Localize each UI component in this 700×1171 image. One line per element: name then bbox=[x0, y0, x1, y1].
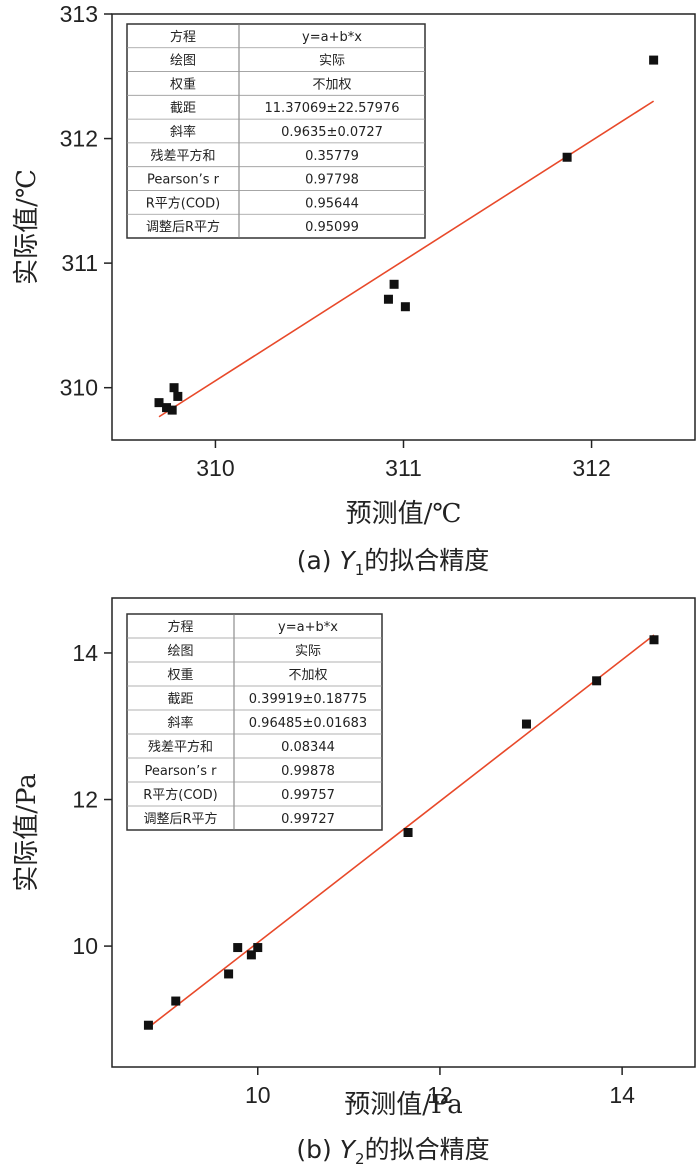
stats-row-value: 0.39919±0.18775 bbox=[249, 692, 367, 707]
stats-table-frame bbox=[126, 613, 383, 831]
chart-caption: (a) Y1的拟合精度 bbox=[297, 546, 490, 579]
data-point bbox=[649, 635, 659, 645]
fit-line bbox=[147, 634, 655, 1029]
stats-row-label: 方程 bbox=[167, 619, 193, 635]
stats-row-label: 权重 bbox=[170, 76, 196, 92]
y-tick-label: 14 bbox=[72, 640, 98, 666]
stats-row-value: 0.08344 bbox=[281, 740, 335, 755]
y-tick-label: 312 bbox=[60, 126, 98, 152]
stats-row-value: 0.97798 bbox=[305, 173, 359, 188]
stats-row-value: 0.96485±0.01683 bbox=[249, 716, 367, 731]
y-tick-label: 10 bbox=[72, 933, 98, 959]
stats-row-label: 绘图 bbox=[167, 644, 193, 659]
y-axis-title: 实际值/℃ bbox=[12, 169, 42, 285]
stats-row-label: 截距 bbox=[167, 692, 193, 707]
stats-row-label: R平方(COD) bbox=[143, 787, 218, 803]
y-tick-label: 310 bbox=[60, 375, 98, 401]
stats-row-label: 绘图 bbox=[170, 54, 196, 69]
stats-row-value: 实际 bbox=[319, 54, 345, 69]
data-point bbox=[171, 996, 181, 1006]
data-point bbox=[562, 152, 572, 162]
x-tick-label: 14 bbox=[609, 1082, 635, 1108]
data-point bbox=[169, 383, 179, 393]
stats-row-label: Pearson’s r bbox=[144, 764, 217, 779]
data-point bbox=[592, 676, 602, 686]
y-axis-title: 实际值/Pa bbox=[12, 773, 42, 892]
stats-row-label: 残差平方和 bbox=[148, 739, 213, 755]
caption-prefix: (b) bbox=[296, 1135, 339, 1164]
data-point bbox=[162, 403, 172, 413]
data-point bbox=[143, 1020, 153, 1030]
stats-row-label: 权重 bbox=[167, 667, 193, 683]
stats-row-label: 斜率 bbox=[170, 124, 196, 140]
x-axis-title: 预测值/℃ bbox=[346, 499, 462, 529]
data-point bbox=[389, 279, 399, 289]
stats-row-value: 0.35779 bbox=[305, 149, 359, 164]
stats-row-label: 残差平方和 bbox=[150, 148, 215, 164]
stats-row-value: 实际 bbox=[295, 644, 321, 659]
caption-variable: Y bbox=[340, 1135, 357, 1164]
data-point bbox=[383, 294, 393, 304]
x-tick-label: 312 bbox=[572, 455, 610, 481]
data-point bbox=[167, 405, 177, 415]
data-point bbox=[233, 943, 243, 953]
chart-caption: (b) Y2的拟合精度 bbox=[296, 1135, 489, 1168]
data-point bbox=[224, 969, 234, 979]
x-tick-label: 311 bbox=[385, 455, 422, 481]
stats-row-value: 0.99727 bbox=[281, 812, 335, 827]
data-point bbox=[154, 398, 164, 408]
stats-row-value: y=a+b*x bbox=[302, 30, 362, 45]
caption-suffix: 的拟合精度 bbox=[364, 546, 489, 575]
stats-table-frame bbox=[126, 23, 426, 239]
caption-variable: Y bbox=[339, 546, 356, 575]
x-tick-label: 10 bbox=[245, 1082, 271, 1108]
stats-row-value: 不加权 bbox=[312, 76, 351, 92]
data-point bbox=[253, 943, 263, 953]
stats-row-value: 0.95099 bbox=[305, 220, 359, 235]
stats-row-label: R平方(COD) bbox=[146, 195, 221, 211]
caption-subscript: 1 bbox=[355, 561, 365, 579]
x-tick-label: 12 bbox=[427, 1082, 453, 1108]
stats-row-value: y=a+b*x bbox=[278, 620, 338, 635]
data-point bbox=[403, 828, 413, 837]
caption-subscript: 2 bbox=[355, 1150, 365, 1168]
stats-row-value: 0.99757 bbox=[281, 788, 335, 803]
data-point bbox=[521, 719, 531, 729]
y-tick-label: 311 bbox=[61, 250, 98, 276]
stats-row-label: 斜率 bbox=[167, 715, 193, 731]
stats-row-value: 0.9635±0.0727 bbox=[281, 125, 383, 140]
stats-row-label: 截距 bbox=[170, 101, 196, 116]
stats-row-value: 0.95644 bbox=[305, 196, 359, 211]
data-point bbox=[173, 391, 183, 401]
stats-row-label: 调整后R平方 bbox=[143, 811, 217, 827]
caption-prefix: (a) bbox=[297, 546, 340, 575]
x-axis-title: 预测值/Pa bbox=[344, 1090, 463, 1120]
stats-row-label: Pearson’s r bbox=[147, 173, 220, 188]
plot-frame bbox=[111, 597, 696, 1068]
caption-suffix: 的拟合精度 bbox=[365, 1135, 490, 1164]
data-point bbox=[246, 950, 256, 960]
stats-row-label: 调整后R平方 bbox=[146, 219, 220, 235]
x-tick-label: 310 bbox=[196, 455, 234, 481]
stats-row-value: 11.37069±22.57976 bbox=[265, 101, 400, 116]
stats-row-value: 不加权 bbox=[288, 667, 327, 683]
data-point bbox=[649, 55, 659, 65]
y-tick-label: 12 bbox=[72, 787, 98, 813]
data-point bbox=[400, 302, 410, 312]
stats-row-value: 0.99878 bbox=[281, 764, 335, 779]
y-tick-label: 313 bbox=[60, 1, 98, 27]
stats-row-label: 方程 bbox=[170, 29, 196, 45]
